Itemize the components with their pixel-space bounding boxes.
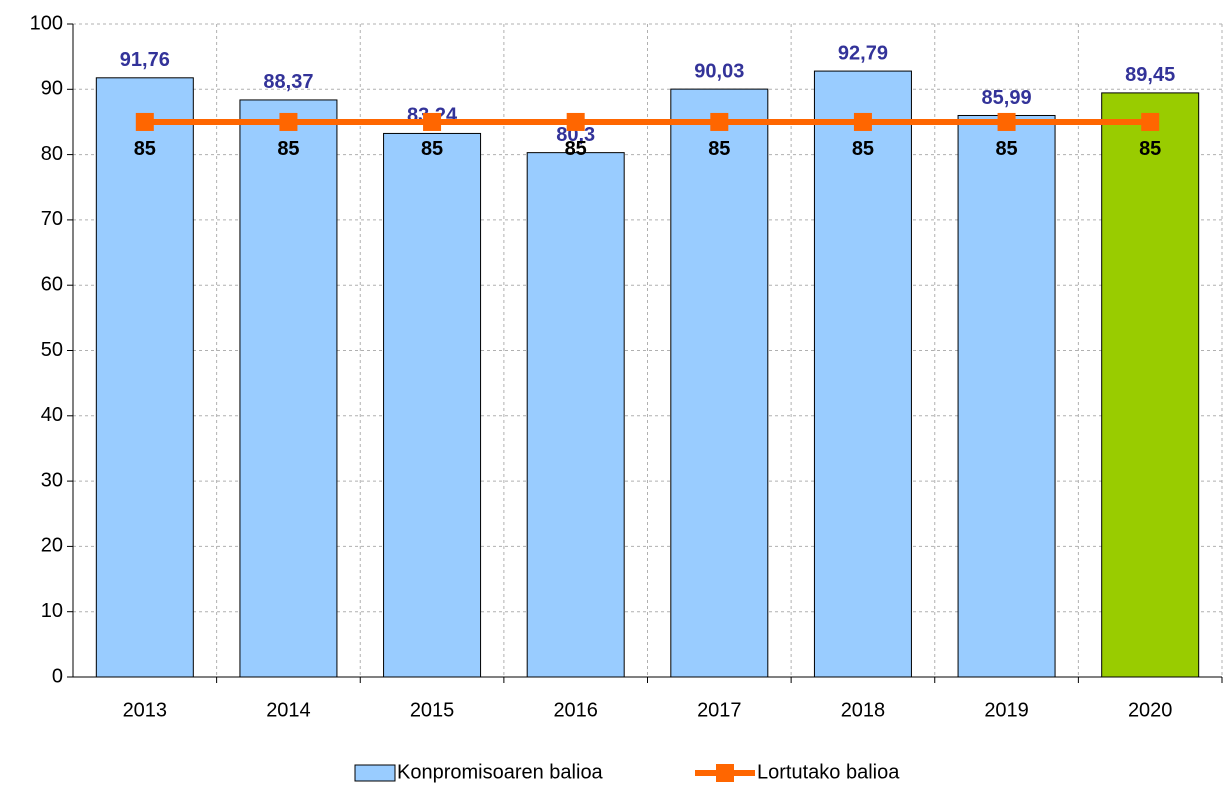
line-marker — [423, 112, 442, 131]
x-tick-label: 2016 — [553, 699, 598, 721]
bar — [1101, 92, 1200, 678]
x-tick-label: 2015 — [410, 699, 455, 721]
bar-value-label: 92,79 — [838, 42, 888, 64]
bar-value-label: 85,99 — [982, 87, 1032, 109]
bar — [383, 132, 482, 678]
y-tick-label: 0 — [52, 665, 63, 687]
legend-label: Lortutako balioa — [757, 761, 900, 783]
x-tick-label: 2020 — [1128, 699, 1173, 721]
y-tick-label: 90 — [41, 78, 63, 100]
line-marker — [853, 112, 872, 131]
bar-value-label: 88,37 — [263, 71, 313, 93]
bar — [813, 70, 912, 678]
bar — [957, 114, 1056, 678]
y-tick-label: 10 — [41, 600, 63, 622]
line-marker — [1141, 112, 1160, 131]
y-tick-label: 20 — [41, 535, 63, 557]
x-tick-label: 2019 — [984, 699, 1029, 721]
y-tick-label: 60 — [41, 273, 63, 295]
bar-value-label: 90,03 — [694, 60, 744, 82]
bar-value-label: 80,3 — [556, 124, 595, 146]
y-tick-label: 40 — [41, 404, 63, 426]
legend-marker — [716, 764, 734, 782]
bar — [239, 99, 338, 678]
bar — [670, 88, 769, 678]
x-tick-label: 2018 — [841, 699, 886, 721]
bar — [95, 77, 194, 678]
line-marker — [566, 112, 585, 131]
x-tick-label: 2014 — [266, 699, 311, 721]
y-tick-label: 50 — [41, 339, 63, 361]
bar-value-label: 91,76 — [120, 49, 170, 71]
x-tick-label: 2013 — [123, 699, 168, 721]
line-marker — [710, 112, 729, 131]
line-value-label: 85 — [421, 138, 443, 160]
line-marker — [135, 112, 154, 131]
line-value-label: 85 — [995, 138, 1017, 160]
line-marker — [279, 112, 298, 131]
legend-swatch — [354, 764, 396, 782]
legend-label: Konpromisoaren balioa — [397, 761, 604, 783]
line-value-label: 85 — [277, 138, 299, 160]
bar-value-label: 89,45 — [1125, 64, 1175, 86]
y-tick-label: 100 — [30, 12, 63, 34]
line-value-label: 85 — [852, 138, 874, 160]
y-tick-label: 80 — [41, 143, 63, 165]
bar — [526, 152, 625, 678]
x-tick-label: 2017 — [697, 699, 742, 721]
line-value-label: 85 — [708, 138, 730, 160]
line-marker — [997, 112, 1016, 131]
line-value-label: 85 — [1139, 138, 1161, 160]
y-tick-label: 70 — [41, 208, 63, 230]
line-value-label: 85 — [134, 138, 156, 160]
y-tick-label: 30 — [41, 469, 63, 491]
line-value-label: 85 — [565, 138, 587, 160]
